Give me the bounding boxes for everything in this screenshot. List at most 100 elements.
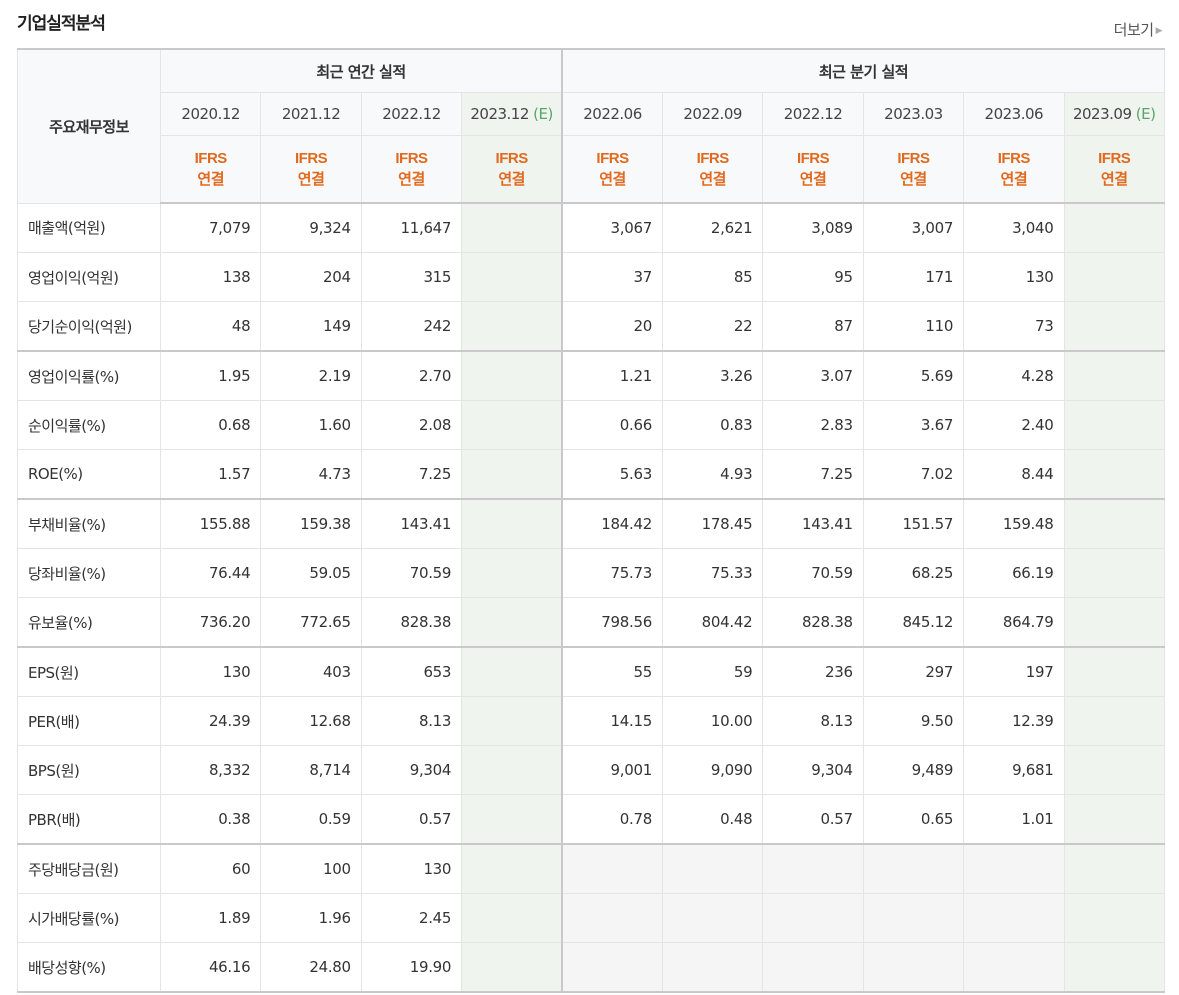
table-cell <box>963 893 1065 943</box>
table-cell <box>461 548 564 598</box>
table-cell <box>1063 350 1165 401</box>
table-cell: 95 <box>762 252 864 302</box>
table-cell: 2.08 <box>360 400 463 450</box>
table-cell: 315 <box>360 252 463 302</box>
row-label: 당기순이익(억원) <box>17 301 161 352</box>
table-cell <box>963 843 1065 894</box>
table-cell: 0.66 <box>561 400 663 450</box>
table-cell: 0.83 <box>661 400 764 450</box>
standard-ifrs: IFRS <box>897 150 930 167</box>
row-label: 매출액(억원) <box>17 202 161 253</box>
table-cell <box>461 202 564 253</box>
more-link[interactable]: 더보기 ▶ <box>1113 19 1163 40</box>
period-header: 2022.09 <box>661 92 764 136</box>
standard-consolidated: 연결 <box>1100 171 1128 188</box>
table-cell: 12.39 <box>963 696 1065 746</box>
table-cell: 19.90 <box>360 942 463 993</box>
table-cell: 828.38 <box>762 597 864 648</box>
table-cell: 10.00 <box>661 696 764 746</box>
table-cell: 70.59 <box>360 548 463 598</box>
table-cell: 0.78 <box>561 794 663 845</box>
table-cell: 0.57 <box>762 794 864 845</box>
table-cell: 204 <box>260 252 362 302</box>
table-cell: 73 <box>963 301 1065 352</box>
standard-header: IFRS 연결 <box>762 135 864 204</box>
table-cell: 0.59 <box>260 794 362 845</box>
standard-row: IFRS 연결 IFRS 연결 IFRS 연결 IFRS 연결 IFRS 연결 IFRS 연결 IFRS… <box>18 135 1165 204</box>
table-cell: 0.65 <box>862 794 965 845</box>
table-cell: 5.63 <box>561 449 663 500</box>
standard-header: IFRS 연결 <box>461 135 564 204</box>
table-cell: 1.57 <box>159 449 262 500</box>
table-cell: 0.57 <box>360 794 463 845</box>
period-header: 2023.12 (E) <box>461 92 564 136</box>
standard-consolidated: 연결 <box>900 171 927 188</box>
period-header: 2021.12 <box>260 92 362 136</box>
table-cell: 59.05 <box>260 548 362 598</box>
table-row: 매출액(억원) 7,079 9,324 11,647 3,067 2,621 3,089 3,… <box>17 202 1165 253</box>
period-label: 2020.12 <box>181 105 240 123</box>
standard-header: IFRS 연결 <box>260 135 362 204</box>
table-cell: 171 <box>862 252 965 302</box>
table-cell: 48 <box>159 301 262 352</box>
standard-header: IFRS 연결 <box>561 135 663 204</box>
table-cell: 1.89 <box>159 893 262 943</box>
table-cell: 3,007 <box>862 202 965 253</box>
estimate-marker: (E) <box>533 105 553 123</box>
period-header: 2023.06 <box>963 92 1065 136</box>
standard-ifrs: IFRS <box>395 150 428 167</box>
table-cell: 3.67 <box>862 400 965 450</box>
table-cell: 8,332 <box>159 745 262 795</box>
table-cell <box>862 843 965 894</box>
table-cell: 197 <box>963 646 1065 697</box>
table-cell <box>461 400 564 450</box>
standard-consolidated: 연결 <box>398 171 425 188</box>
table-cell <box>661 942 764 993</box>
table-cell: 864.79 <box>963 597 1065 648</box>
table-cell: 297 <box>862 646 965 697</box>
table-cell <box>762 942 864 993</box>
table-cell: 736.20 <box>159 597 262 648</box>
table-cell: 9,090 <box>661 745 764 795</box>
label-header: 주요재무정보 <box>17 48 161 204</box>
table-cell: 772.65 <box>260 597 362 648</box>
table-cell <box>963 942 1065 993</box>
period-header: 2023.09 (E) <box>1063 92 1165 136</box>
standard-consolidated: 연결 <box>599 171 626 188</box>
standard-consolidated: 연결 <box>498 171 525 188</box>
table-cell <box>561 843 663 894</box>
triangle-right-icon: ▶ <box>1155 26 1163 36</box>
table-cell <box>1063 597 1165 648</box>
financial-table: 주요재무정보 최근 연간 실적 최근 분기 실적 2020.12 2021.12 2… <box>17 48 1165 993</box>
table-cell <box>762 893 864 943</box>
table-cell: 59 <box>661 646 764 697</box>
table-cell <box>1063 548 1165 598</box>
more-label: 더보기 <box>1113 21 1154 39</box>
estimate-marker: (E) <box>1135 105 1156 123</box>
table-cell: 75.33 <box>661 548 764 598</box>
table-cell <box>461 843 564 894</box>
table-row: 영업이익률(%) 1.95 2.19 2.70 1.21 3.26 3.07 5.69 4.28 <box>17 350 1165 401</box>
table-row: 부채비율(%) 155.88 159.38 143.41 184.42 178.45 143… <box>17 498 1165 549</box>
standard-header: IFRS 연결 <box>963 135 1065 204</box>
table-cell <box>862 893 965 943</box>
table-cell: 0.68 <box>159 400 262 450</box>
period-label: 2023.09 <box>1072 105 1132 123</box>
table-cell: 2,621 <box>661 202 764 253</box>
table-cell: 130 <box>360 843 463 894</box>
table-cell: 9.50 <box>862 696 965 746</box>
table-cell: 60 <box>159 843 262 894</box>
table-cell: 37 <box>561 252 663 302</box>
standard-header: IFRS 연결 <box>360 135 463 204</box>
row-label: 유보율(%) <box>17 597 161 648</box>
table-cell <box>461 794 564 845</box>
table-row: 당좌비율(%) 76.44 59.05 70.59 75.73 75.33 70.59 68.… <box>17 548 1165 598</box>
standard-consolidated: 연결 <box>699 171 726 188</box>
standard-ifrs: IFRS <box>997 150 1031 167</box>
table-cell <box>1063 794 1165 845</box>
table-body: 매출액(억원) 7,079 9,324 11,647 3,067 2,621 3,089 3,… <box>17 202 1165 993</box>
table-cell: 24.39 <box>159 696 262 746</box>
table-cell <box>461 893 564 943</box>
standard-header: IFRS 연결 <box>1063 135 1165 204</box>
group-header-annual: 최근 연간 실적 <box>160 48 564 93</box>
